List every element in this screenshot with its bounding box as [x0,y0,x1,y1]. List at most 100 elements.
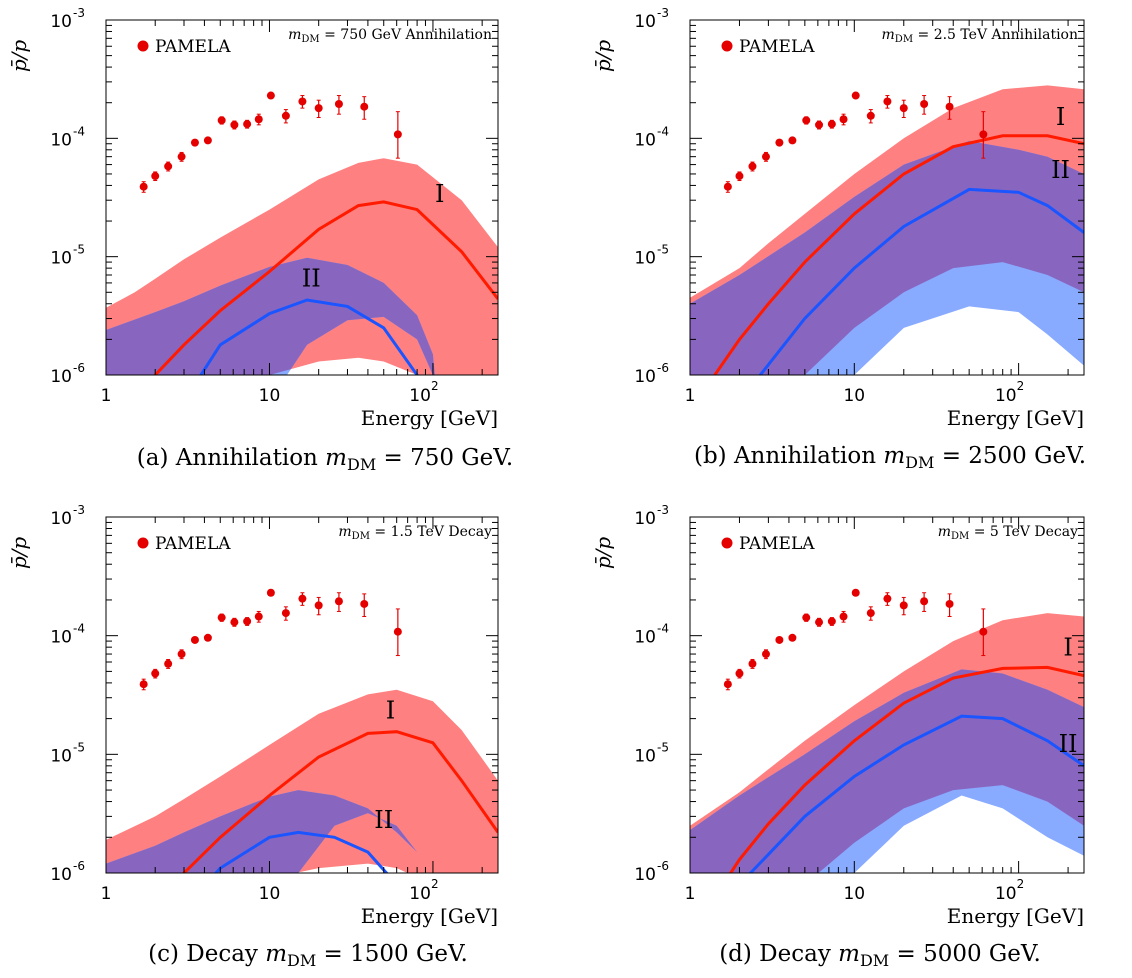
x-tick-label-exp: 2 [431,877,439,891]
pamela-point [735,669,744,678]
pamela-point [775,635,784,644]
y-tick-label-exp: -5 [73,243,85,257]
panel-title: mDM = 750 GeV Annihilation [288,27,492,45]
curve-label-II: II [374,806,393,834]
x-tick-label: 10 [995,386,1017,406]
band-overlap [106,790,430,873]
pamela-point [177,152,186,161]
curve-label-II: II [302,264,321,292]
pamela-point [802,116,811,125]
caption-m: m [265,941,287,967]
title-m: m [882,27,895,43]
title-m: m [338,524,351,540]
x-tick-label: 10 [259,386,281,406]
legend-marker [721,537,733,549]
curve-label-I: I [435,180,444,208]
plot-frame [105,516,499,874]
pamela-point [360,599,369,608]
y-tick-label-exp: -3 [73,503,85,517]
y-tick-label: 10 [634,367,656,387]
x-axis-label: Energy [GeV] [947,406,1084,430]
y-tick-label-exp: -3 [73,6,85,20]
caption-m: m [325,445,347,471]
y-tick-label-exp: -6 [657,361,669,375]
y-tick-label: 10 [50,628,72,648]
pamela-point [748,659,757,668]
panel-caption: (b) Annihilation mDM = 2500 GeV. [694,443,1086,472]
y-tick-label: 10 [634,509,656,529]
x-axis-label: Energy [GeV] [947,904,1084,928]
y-tick-label-exp: -4 [73,124,85,138]
panel-title: mDM = 5 TeV Decay [938,524,1078,542]
title-sub: DM [301,34,319,45]
pamela-point [139,680,148,689]
curve-label-II: II [1059,730,1078,758]
panel-caption: (d) Decay mDM = 5000 GeV. [719,941,1041,970]
pamela-point [815,618,824,627]
y-tick-label: 10 [634,746,656,766]
title-rest: = 750 GeV Annihilation [320,27,492,43]
pamela-point [899,601,908,610]
pamela-point [139,182,148,191]
y-tick-label: 10 [50,12,72,32]
y-axis-label: p̄/p [7,40,31,73]
caption-sub: DM [860,951,889,970]
pamela-point [899,104,908,113]
pamela-point [945,599,954,608]
legend-marker [137,537,149,549]
pamela-point [920,100,929,109]
x-tick-label: 10 [259,884,281,904]
y-tick-label: 10 [634,865,656,885]
caption-text: (b) Annihilation [694,443,883,469]
pamela-point [815,120,824,129]
y-tick-label-exp: -5 [657,740,669,754]
pamela-point [883,594,892,603]
caption-rest: = 750 GeV. [376,445,513,471]
pamela-point [393,627,402,636]
title-sub: DM [951,531,969,542]
curve-II [748,714,1084,873]
title-sub: DM [895,34,913,45]
curve-II [758,187,1084,375]
title-rest: = 5 TeV Decay [969,524,1078,540]
pamela-point [761,152,770,161]
title-m: m [938,524,951,540]
legend-marker [721,40,733,52]
caption-text: (d) Decay [719,941,838,967]
x-axis-label: Energy [GeV] [361,904,498,928]
pamela-point [748,162,757,171]
y-tick-label: 10 [634,12,656,32]
pamela-point [314,601,323,610]
y-tick-label-exp: -4 [657,622,669,636]
y-tick-label-exp: -3 [657,6,669,20]
pamela-point [827,617,836,626]
x-tick-label: 1 [685,884,696,904]
curve-II [213,830,389,873]
plot-area [106,588,498,873]
x-tick-label-exp: 2 [431,379,439,393]
y-tick-label: 10 [50,367,72,387]
band-overlap [106,257,446,375]
pamela-point [190,138,199,147]
title-sub: DM [352,531,370,542]
caption-text: (a) Annihilation [137,445,325,471]
pamela-point [979,627,988,636]
y-axis-label: p̄/p [7,537,31,570]
x-tick-label-exp: 2 [1017,379,1025,393]
pamela-point [851,588,860,597]
pamela-point [151,669,160,678]
pamela-point [393,130,402,139]
y-axis-label: p̄/p [591,40,615,73]
y-tick-label: 10 [50,746,72,766]
pamela-point [243,120,252,129]
plot-frame [105,19,499,376]
plot-frame [689,19,1085,376]
plot-area [106,91,498,375]
curve-label-II: II [1051,156,1070,184]
pamela-point [164,659,173,668]
title-m: m [288,27,301,43]
